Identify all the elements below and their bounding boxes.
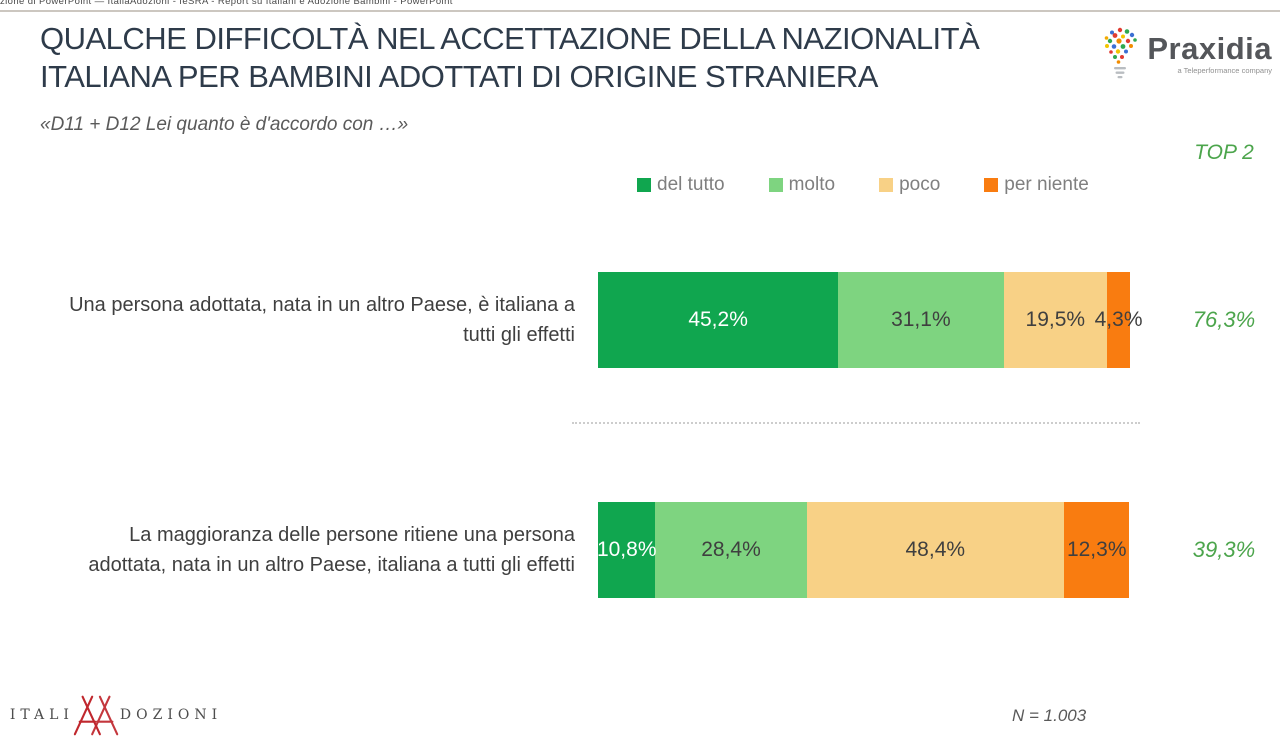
legend-label: del tutto <box>657 174 725 195</box>
italiadozioni-double-a-icon <box>73 695 119 735</box>
bar1-value-per-niente: 4,3% <box>1094 308 1143 331</box>
legend-item-per-niente: per niente <box>984 174 1089 196</box>
row-divider-dotted-line <box>572 422 1140 424</box>
top2-column-header: TOP 2 <box>1194 141 1254 164</box>
legend-label: molto <box>788 174 836 195</box>
bar2-value-poco: 48,4% <box>905 538 966 561</box>
top2-value-1: 76,3% <box>1192 307 1256 332</box>
bar1-value-molto: 31,1% <box>891 308 951 331</box>
legend-swatch-molto <box>768 178 783 192</box>
legend-label: poco <box>899 174 941 195</box>
bar2-segment-per-niente: 12,3% <box>1064 502 1130 598</box>
bar2-value-per-niente: 12,3% <box>1066 538 1127 561</box>
bar1-segment-del-tutto: 45,2% <box>598 272 839 368</box>
bar2-segment-del-tutto: 10,8% <box>596 502 657 598</box>
page-title: QUALCHE DIFFICOLTÀ NEL ACCETTAZIONE DELL… <box>40 20 1020 96</box>
category-label-1: Una persona adottata, nata in un altro P… <box>69 294 575 346</box>
top2-value-2: 39,3% <box>1192 537 1256 562</box>
bar1-segment-poco: 19,5% <box>1003 272 1108 368</box>
bar2-segment-poco: 48,4% <box>806 502 1065 598</box>
window-title-text: zione di PowerPoint — ItaliaAdozioni - I… <box>0 0 453 7</box>
page-title-line1: QUALCHE DIFFICOLTÀ NEL ACCETTAZIONE DELL… <box>40 21 980 56</box>
legend-item-del-tutto: del tutto <box>637 174 725 196</box>
bar2-segment-molto: 28,4% <box>655 502 807 598</box>
stacked-bar-1: 45,2% 31,1% 19,5% 4,3% <box>598 272 1143 368</box>
bar1-value-del-tutto: 45,2% <box>688 308 748 331</box>
category-label-2: La maggioranza delle persone ritiene una… <box>88 524 575 576</box>
legend-item-molto: molto <box>768 174 836 196</box>
chart-legend: del tutto molto poco per niente <box>637 174 1089 196</box>
italiadozioni-text-left: ITALI <box>9 706 74 723</box>
praxidia-logo: Praxidia a Teleperformance company <box>1101 27 1272 81</box>
italiadozioni-logo: ITALI DOZIONI <box>0 686 232 743</box>
italiadozioni-text-right: DOZIONI <box>119 706 223 723</box>
bar2-value-molto: 28,4% <box>701 538 761 561</box>
question-subtitle: «D11 + D12 Lei quanto è d'accordo con …» <box>40 114 409 135</box>
stacked-bar-2: 10,8% 28,4% 48,4% 12,3% <box>596 502 1130 598</box>
window-titlebar: zione di PowerPoint — ItaliaAdozioni - I… <box>0 0 1280 12</box>
legend-swatch-poco <box>879 178 894 192</box>
page-title-line2: ITALIANA PER BAMBINI ADOTTATI DI ORIGINE… <box>40 59 878 94</box>
bar2-value-del-tutto: 10,8% <box>596 538 657 561</box>
legend-swatch-del-tutto <box>637 178 651 192</box>
praxidia-lightbulb-icon <box>1105 27 1138 79</box>
sample-size-note: N = 1.003 <box>1012 706 1087 725</box>
praxidia-tagline: a Teleperformance company <box>1177 66 1273 75</box>
bar1-segment-per-niente: 4,3% <box>1095 272 1143 368</box>
legend-swatch-per-niente <box>984 178 999 192</box>
praxidia-logo-text: Praxidia <box>1147 31 1272 66</box>
legend-item-poco: poco <box>879 174 940 196</box>
bar1-value-poco: 19,5% <box>1025 308 1086 331</box>
legend-label: per niente <box>1004 174 1089 195</box>
bar1-segment-molto: 31,1% <box>838 272 1004 368</box>
